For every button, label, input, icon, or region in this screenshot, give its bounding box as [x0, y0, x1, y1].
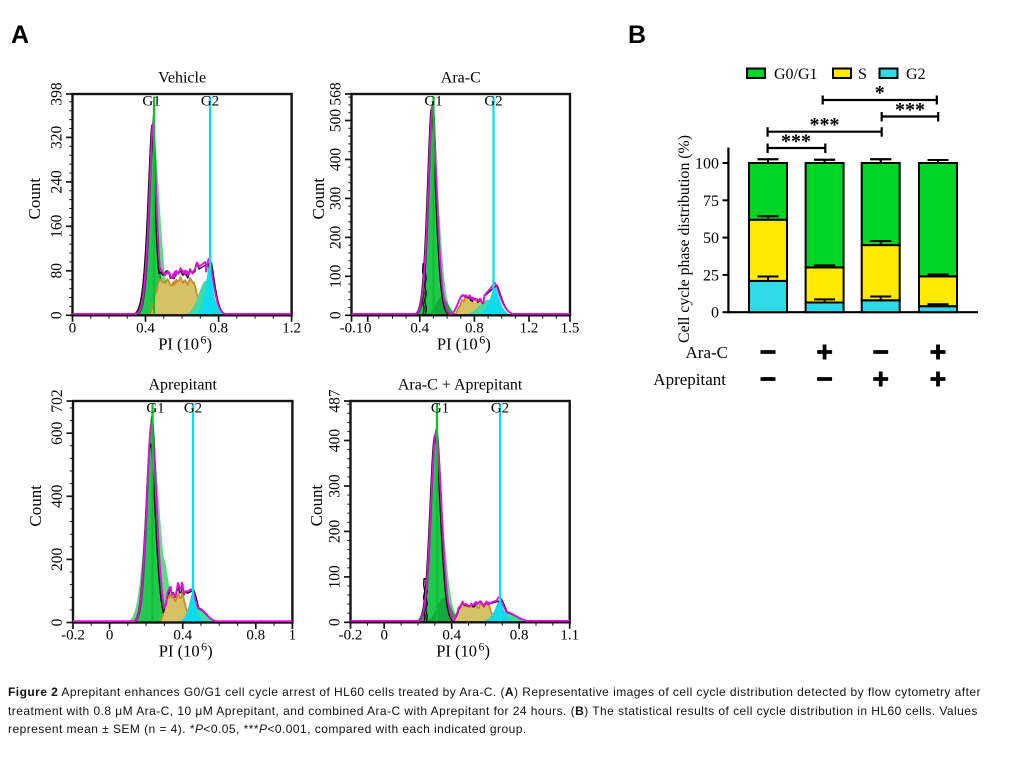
svg-text:Ara-C: Ara-C	[686, 343, 728, 362]
svg-text:0: 0	[69, 320, 77, 336]
svg-text:0.8: 0.8	[465, 320, 484, 336]
svg-text:Cell cycle phase distribution: Cell cycle phase distribution (%)	[676, 135, 693, 343]
svg-text:200: 200	[49, 548, 66, 572]
svg-text:0.4: 0.4	[173, 628, 192, 644]
svg-text:568: 568	[328, 82, 345, 106]
svg-text:600: 600	[49, 421, 66, 445]
svg-text:400: 400	[49, 484, 66, 508]
svg-text:0: 0	[49, 311, 66, 319]
svg-text:***: ***	[781, 131, 811, 153]
svg-text:Ara-C: Ara-C	[441, 70, 481, 87]
svg-text:G2: G2	[484, 94, 502, 110]
svg-text:***: ***	[895, 99, 925, 121]
svg-text:A: A	[11, 21, 29, 49]
svg-text:100: 100	[327, 565, 344, 589]
svg-text:Ara-C + Aprepitant: Ara-C + Aprepitant	[398, 377, 523, 394]
svg-text:487: 487	[327, 389, 344, 413]
svg-text:*: *	[875, 82, 885, 104]
svg-text:Count: Count	[26, 485, 45, 527]
svg-text:Count: Count	[25, 178, 44, 220]
svg-text:398: 398	[49, 82, 66, 106]
svg-text:1.2: 1.2	[282, 320, 301, 336]
svg-text:PI (106): PI (10 6)	[159, 640, 213, 661]
svg-text:G2: G2	[184, 401, 202, 417]
svg-text:-0.2: -0.2	[339, 627, 363, 643]
svg-text:Vehicle: Vehicle	[158, 70, 206, 87]
svg-text:702: 702	[49, 389, 66, 412]
svg-text:0.4: 0.4	[410, 320, 429, 336]
svg-text:G2: G2	[906, 66, 926, 83]
svg-text:1: 1	[289, 628, 297, 644]
svg-text:-0.1: -0.1	[340, 320, 364, 336]
svg-text:G1: G1	[431, 401, 449, 417]
svg-text:200: 200	[327, 520, 344, 544]
svg-text:0.8: 0.8	[510, 627, 529, 643]
svg-text:G2: G2	[201, 94, 219, 110]
svg-text:0.8: 0.8	[246, 628, 265, 644]
svg-text:1.5: 1.5	[561, 320, 580, 336]
svg-text:0.4: 0.4	[136, 320, 155, 336]
svg-text:PI (106): PI (10 6)	[158, 332, 212, 353]
svg-text:Count: Count	[309, 178, 328, 220]
svg-text:Aprepitant: Aprepitant	[148, 377, 217, 394]
svg-text:400: 400	[327, 429, 344, 453]
svg-text:400: 400	[328, 148, 345, 172]
svg-text:G1: G1	[142, 94, 160, 110]
svg-text:G2: G2	[491, 401, 509, 417]
svg-text:320: 320	[49, 126, 66, 150]
svg-text:100: 100	[695, 156, 719, 173]
svg-text:-0.2: -0.2	[61, 628, 85, 644]
svg-text:25: 25	[703, 267, 719, 284]
svg-text:PI (106): PI (10 6)	[436, 639, 490, 660]
svg-text:B: B	[628, 21, 646, 49]
svg-text:50: 50	[703, 230, 719, 247]
svg-text:0: 0	[327, 618, 344, 626]
svg-text:240: 240	[49, 170, 66, 194]
svg-text:0: 0	[380, 627, 388, 643]
svg-text:Count: Count	[307, 485, 326, 527]
svg-text:200: 200	[328, 226, 345, 250]
svg-text:0: 0	[711, 305, 719, 322]
svg-text:0: 0	[49, 618, 66, 626]
svg-text:75: 75	[703, 193, 719, 210]
svg-text:0: 0	[328, 311, 345, 319]
svg-text:300: 300	[328, 187, 345, 211]
svg-text:Aprepitant: Aprepitant	[653, 370, 726, 389]
svg-text:G1: G1	[146, 401, 164, 417]
svg-text:***: ***	[810, 114, 840, 136]
svg-text:1.2: 1.2	[520, 320, 539, 336]
svg-text:0: 0	[364, 320, 372, 336]
svg-text:PI (106): PI (10 6)	[437, 332, 491, 353]
svg-text:80: 80	[49, 263, 66, 279]
svg-text:0: 0	[106, 628, 114, 644]
svg-text:S: S	[858, 66, 867, 83]
svg-text:500: 500	[328, 109, 345, 133]
svg-text:1.1: 1.1	[560, 627, 579, 643]
svg-text:G0/G1: G0/G1	[774, 66, 818, 83]
svg-text:0.4: 0.4	[442, 627, 461, 643]
svg-text:0.8: 0.8	[209, 320, 228, 336]
svg-text:300: 300	[327, 474, 344, 498]
svg-text:G1: G1	[424, 94, 442, 110]
svg-text:100: 100	[328, 264, 345, 288]
svg-text:160: 160	[49, 214, 66, 238]
